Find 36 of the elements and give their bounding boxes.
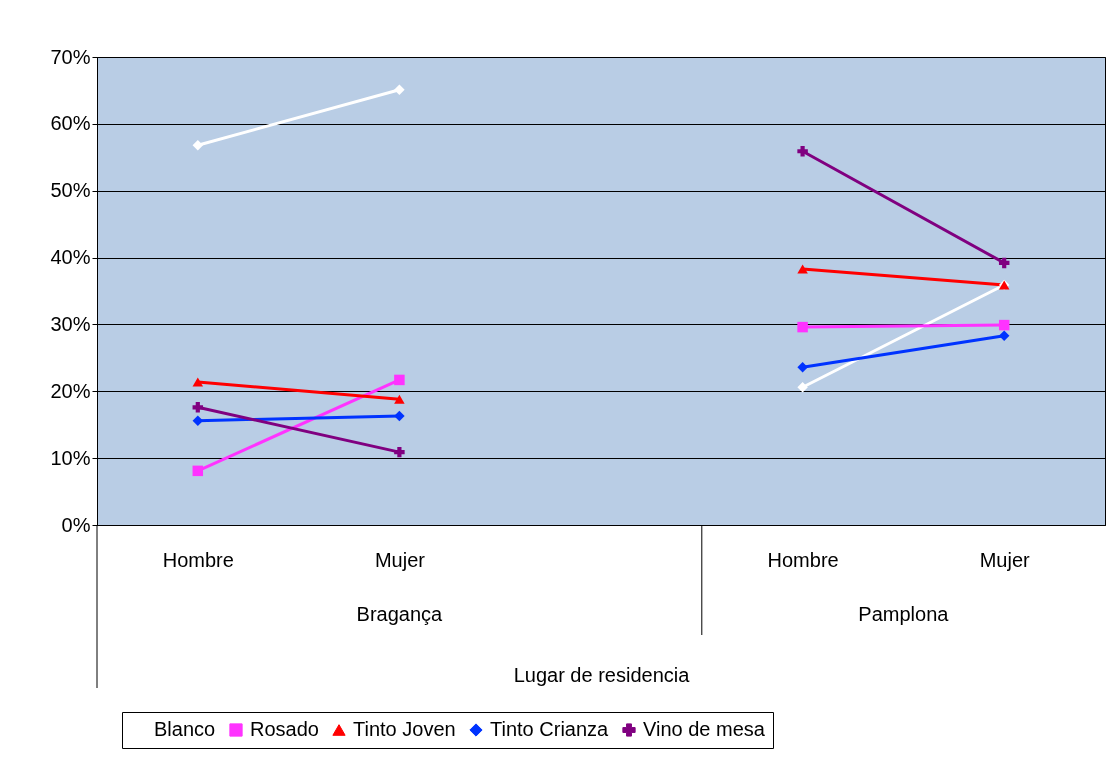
point (797, 264, 808, 274)
point (797, 146, 808, 157)
text: Blanco (154, 718, 216, 740)
point (797, 321, 808, 333)
x-tick-label: Hombre (767, 548, 839, 571)
x-tick-label: Mujer (979, 548, 1031, 571)
legend-label: Tinto Crianza (490, 718, 610, 740)
x-axis-title: Lugar de residencia (513, 663, 691, 686)
point (797, 382, 808, 393)
legend-label: Tinto Joven (353, 718, 456, 740)
point (192, 465, 204, 477)
point (998, 319, 1010, 331)
point (797, 361, 808, 373)
point (394, 84, 405, 95)
legend-label: Rosado (250, 718, 319, 740)
point (394, 374, 405, 386)
point (192, 140, 204, 151)
x-tick-label: Hombre (162, 548, 234, 571)
y-tick-label: 10% (50, 446, 91, 469)
y-tick-label: 70% (50, 45, 91, 68)
text: Bragança (356, 603, 444, 625)
point (998, 257, 1010, 269)
y-tick-label: 40% (50, 246, 91, 269)
point (394, 394, 405, 404)
point (394, 410, 405, 422)
x-tick-label: Mujer (374, 548, 426, 571)
y-tick-label: 0% (61, 513, 91, 536)
y-tick-label: 20% (50, 379, 91, 402)
y-tick-label: 30% (50, 312, 91, 335)
point (394, 446, 405, 458)
y-tick-label: 60% (50, 112, 91, 135)
point (998, 330, 1010, 342)
point (192, 402, 204, 413)
text: Pamplona (858, 603, 950, 625)
legend-label: Vino de mesa (643, 718, 766, 740)
y-tick-label: 50% (50, 179, 91, 202)
